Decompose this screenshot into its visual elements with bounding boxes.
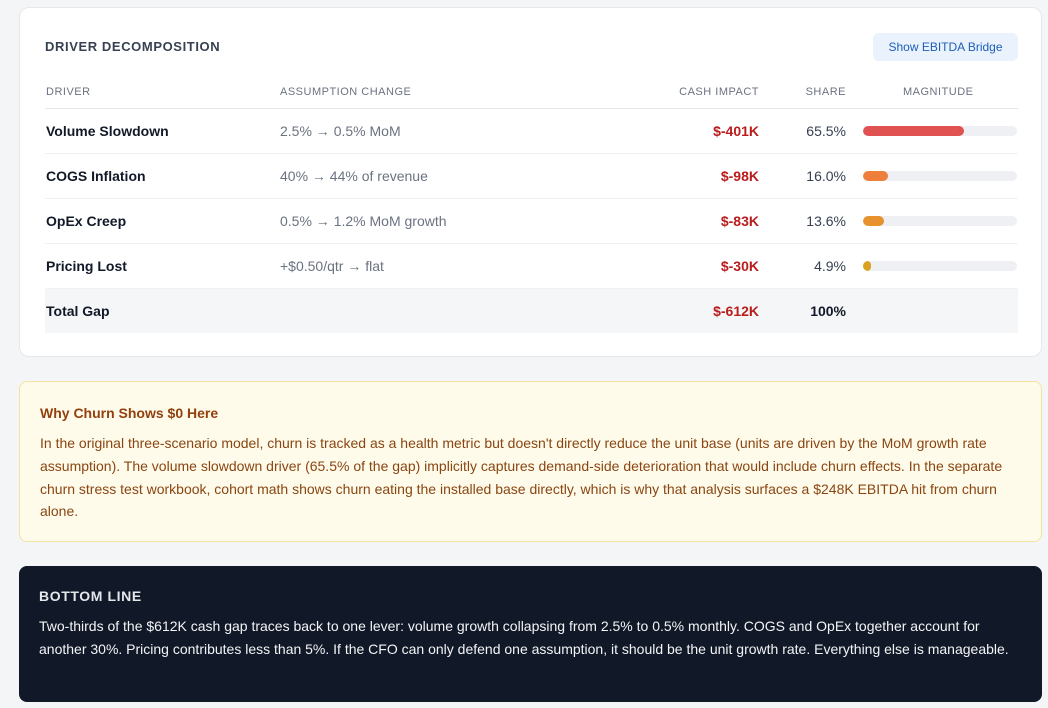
driver-name: Pricing Lost bbox=[46, 258, 127, 274]
magnitude-bar-fill bbox=[863, 261, 871, 271]
churn-explanation-callout: Why Churn Shows $0 Here In the original … bbox=[19, 381, 1042, 542]
driver-name: COGS Inflation bbox=[46, 168, 146, 184]
magnitude-bar-fill bbox=[863, 171, 888, 181]
magnitude-bar bbox=[863, 154, 1017, 198]
assumption-change: 40% → 44% of revenue bbox=[280, 168, 428, 184]
table-header: DRIVER ASSUMPTION CHANGE CASH IMPACT SHA… bbox=[45, 78, 1018, 109]
cash-impact: $-98K bbox=[720, 168, 759, 184]
driver-decomposition-card: DRIVER DECOMPOSITION Show EBITDA Bridge … bbox=[19, 7, 1042, 357]
magnitude-bar-track bbox=[863, 171, 1017, 181]
magnitude-bar-fill bbox=[863, 216, 884, 226]
total-share: 100% bbox=[810, 303, 846, 319]
total-row: Total Gap $-612K 100% bbox=[45, 289, 1018, 333]
bottom-line-title: BOTTOM LINE bbox=[39, 588, 142, 604]
total-label: Total Gap bbox=[46, 303, 110, 319]
magnitude-bar-fill bbox=[863, 126, 964, 136]
table-row: Volume Slowdown 2.5% → 0.5% MoM $-401K 6… bbox=[45, 109, 1018, 154]
share-value: 16.0% bbox=[806, 168, 846, 184]
share-value: 65.5% bbox=[806, 123, 846, 139]
total-cash-impact: $-612K bbox=[713, 303, 759, 319]
callout-body: In the original three-scenario model, ch… bbox=[40, 435, 1003, 520]
magnitude-bar-track bbox=[863, 261, 1017, 271]
table-row: Pricing Lost +$0.50/qtr → flat $-30K 4.9… bbox=[45, 244, 1018, 289]
assumption-change: 2.5% → 0.5% MoM bbox=[280, 123, 401, 139]
bottom-line-body: Two-thirds of the $612K cash gap traces … bbox=[39, 618, 1009, 657]
magnitude-bar bbox=[863, 199, 1017, 243]
bottom-line-panel: BOTTOM LINE Two-thirds of the $612K cash… bbox=[19, 566, 1042, 702]
magnitude-bar bbox=[863, 244, 1017, 288]
callout-title: Why Churn Shows $0 Here bbox=[40, 405, 219, 421]
col-header-assumption: ASSUMPTION CHANGE bbox=[280, 86, 412, 98]
cash-impact: $-401K bbox=[713, 123, 759, 139]
driver-name: OpEx Creep bbox=[46, 213, 127, 229]
col-header-share: SHARE bbox=[805, 86, 846, 98]
share-value: 13.6% bbox=[806, 213, 846, 229]
magnitude-bar bbox=[863, 109, 1017, 153]
driver-table: DRIVER ASSUMPTION CHANGE CASH IMPACT SHA… bbox=[45, 78, 1018, 333]
table-row: COGS Inflation 40% → 44% of revenue $-98… bbox=[45, 154, 1018, 199]
col-header-driver: DRIVER bbox=[46, 86, 91, 98]
col-header-cash-impact: CASH IMPACT bbox=[679, 86, 759, 98]
assumption-change: +$0.50/qtr → flat bbox=[280, 258, 384, 274]
magnitude-bar-track bbox=[863, 126, 1017, 136]
table-row: OpEx Creep 0.5% → 1.2% MoM growth $-83K … bbox=[45, 199, 1018, 244]
assumption-change: 0.5% → 1.2% MoM growth bbox=[280, 213, 447, 229]
cash-impact: $-83K bbox=[720, 213, 759, 229]
show-ebitda-bridge-button[interactable]: Show EBITDA Bridge bbox=[873, 33, 1018, 61]
section-title: DRIVER DECOMPOSITION bbox=[45, 39, 221, 54]
col-header-magnitude: MAGNITUDE bbox=[903, 86, 974, 98]
cash-impact: $-30K bbox=[720, 258, 759, 274]
driver-name: Volume Slowdown bbox=[46, 123, 169, 139]
share-value: 4.9% bbox=[814, 258, 846, 274]
magnitude-bar-track bbox=[863, 216, 1017, 226]
